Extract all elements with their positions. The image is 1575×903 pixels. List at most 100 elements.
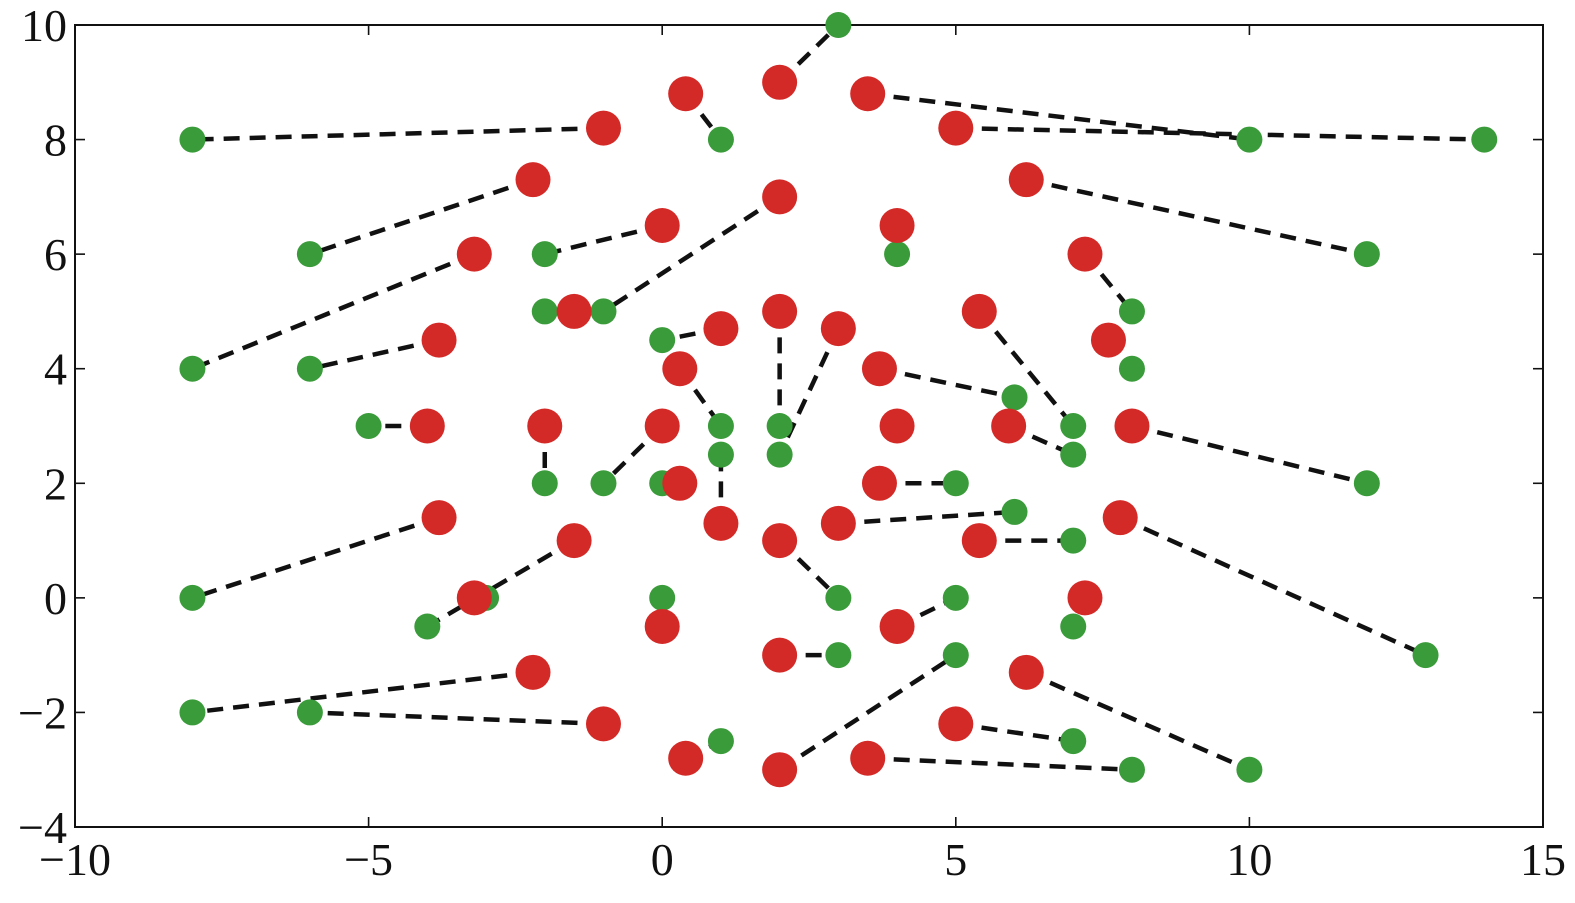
green-point [179,355,206,382]
pair-link [838,509,1015,526]
pair-link [977,310,1075,428]
green-point [531,470,558,497]
red-points [409,64,1150,788]
pair-link [955,125,1485,142]
red-point [1102,500,1138,536]
x-tick-label: −5 [344,834,393,885]
green-point [707,728,734,755]
y-tick-label: 2 [44,458,67,509]
red-point [1114,408,1150,444]
green-point [1353,470,1380,497]
green-point [1001,384,1028,411]
green-point [766,441,793,468]
red-point [762,179,798,215]
red-point [879,609,915,644]
red-point [703,505,739,541]
red-point [662,351,698,387]
y-tick-label: 8 [44,115,67,166]
green-point [590,298,617,325]
green-point [766,413,793,439]
green-point [590,470,617,497]
red-point [1008,654,1044,690]
green-point [1412,642,1439,669]
pair-link [309,337,440,371]
red-point [861,465,897,501]
x-tick-label: −10 [39,834,111,885]
red-point [668,740,704,776]
pair-link [878,366,1015,400]
red-point [668,76,704,112]
green-point [825,12,852,38]
y-tick-label: 0 [44,573,67,624]
green-point [531,298,558,325]
red-point [421,322,457,358]
green-point [942,584,969,611]
red-point [703,311,739,347]
red-point [879,208,915,243]
red-point [762,64,798,100]
green-point [1118,355,1145,382]
red-point [1067,236,1103,272]
green-point [414,613,441,640]
red-point [938,110,974,146]
pair-link [309,177,534,257]
pair-link [191,515,440,600]
green-point [825,584,852,611]
green-point [1060,728,1087,755]
green-point [1236,756,1263,783]
green-point [825,642,852,669]
red-point [556,523,592,559]
x-tick-label: 10 [1226,834,1272,885]
red-point [1090,322,1126,358]
green-point [1001,498,1028,525]
red-point [527,408,563,444]
y-tick-label: 4 [44,344,67,395]
green-point [649,584,676,611]
green-point [296,241,323,268]
red-point [644,408,680,444]
red-point [861,351,897,387]
red-point [762,752,798,788]
x-tick-label: 0 [651,834,674,885]
pair-link [778,653,958,772]
green-point [1353,241,1380,268]
green-point [649,327,676,354]
green-point [1060,441,1087,468]
red-point [1008,162,1044,198]
green-point [296,355,323,382]
red-point [850,76,886,112]
red-point [850,740,886,776]
y-tick-label: −2 [18,687,67,738]
red-point [961,293,997,329]
green-point [707,441,734,468]
red-point [644,208,680,243]
green-point [531,241,558,268]
pair-link [1025,177,1368,257]
red-point [1067,580,1103,616]
green-point [707,126,734,153]
red-point [879,408,915,444]
red-point [662,465,698,501]
green-point [179,699,206,726]
green-point [1060,613,1087,640]
green-point [355,413,382,439]
red-point [762,523,798,559]
red-point [991,408,1027,444]
green-point [296,699,323,726]
red-point [456,580,492,616]
pair-link [867,91,1250,142]
red-point [409,408,445,444]
green-point [707,413,734,439]
pair-link [867,756,1133,772]
red-point [456,236,492,272]
pair-link [192,670,534,715]
pair-link [955,721,1074,744]
green-point [1060,413,1087,439]
y-tick-label: −4 [18,802,67,853]
y-tick-label: 6 [44,229,67,280]
pair-link [426,538,576,629]
green-point [1118,298,1145,325]
pair-link [309,710,604,727]
x-tick-label: 5 [944,834,967,885]
